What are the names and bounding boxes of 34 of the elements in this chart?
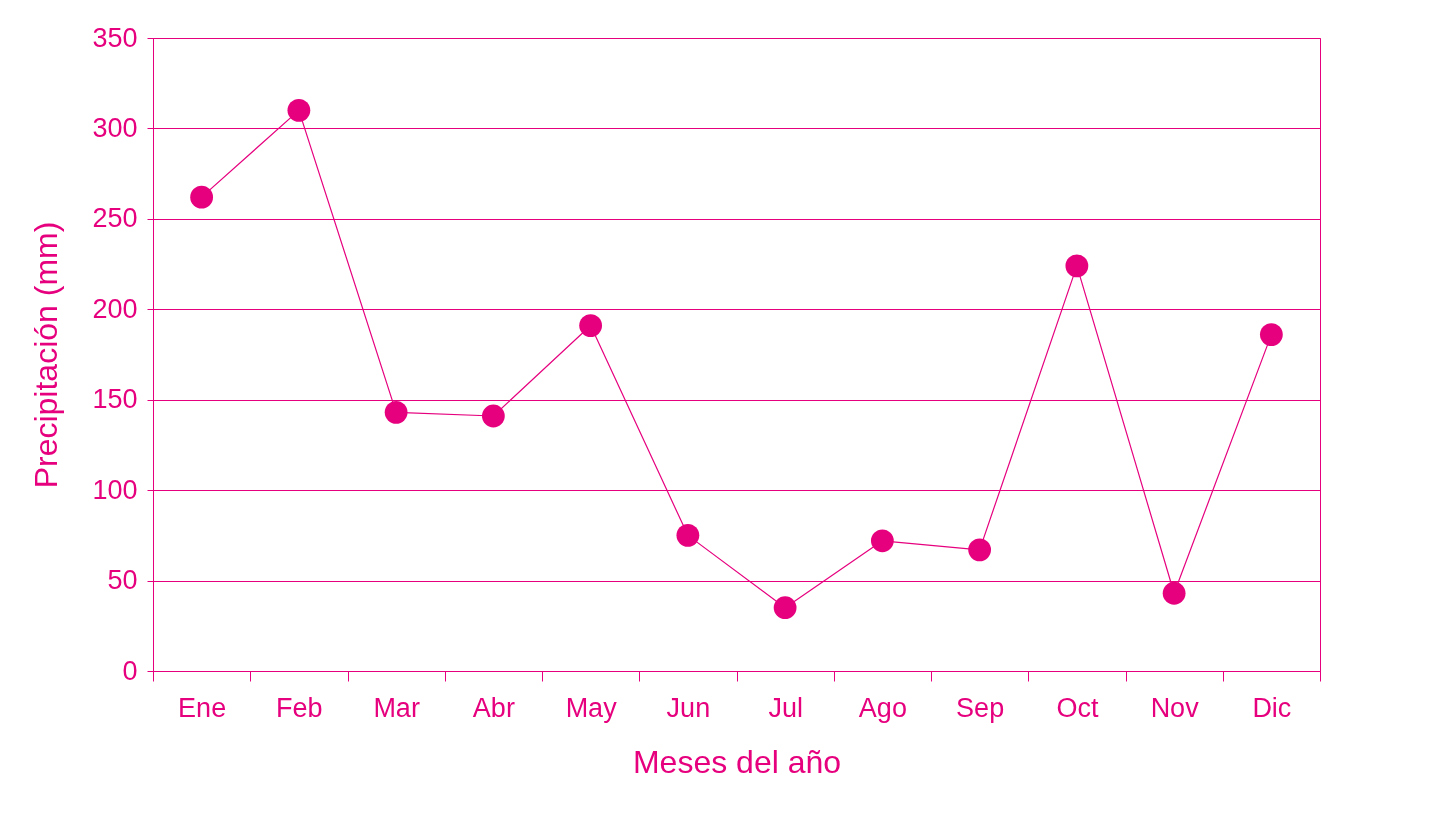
y-tick-label: 150 <box>92 384 138 415</box>
x-tick-label: Sep <box>956 692 1005 723</box>
y-tick-label: 300 <box>92 112 138 143</box>
x-tick-label: May <box>565 692 618 723</box>
y-axis-title: Precipitación (mm) <box>28 221 65 489</box>
point <box>773 596 797 620</box>
point <box>579 314 603 337</box>
x-tick-label: Ene <box>178 692 227 723</box>
point <box>1259 323 1283 346</box>
point <box>384 400 408 424</box>
y-tick-label: 50 <box>107 565 138 596</box>
point <box>676 523 700 547</box>
x-axis-title: Meses del año <box>632 743 842 780</box>
x-tick-label: Jun <box>666 692 711 723</box>
point <box>1065 254 1089 278</box>
point <box>481 404 505 428</box>
x-tick-label: Oct <box>1056 692 1099 723</box>
y-tick-label: 100 <box>92 474 138 505</box>
point <box>968 538 992 562</box>
point <box>190 185 214 209</box>
x-tick-label: Abr <box>472 692 515 723</box>
x-tick-label: Feb <box>276 692 323 723</box>
x-tick-label: Jul <box>768 692 803 723</box>
y-tick-label: 0 <box>122 655 138 686</box>
point <box>870 529 894 553</box>
y-tick-label: 200 <box>92 293 138 324</box>
x-tick-label: Ago <box>858 692 907 723</box>
x-tick-label: Mar <box>373 692 420 723</box>
y-tick-label: 250 <box>92 203 138 234</box>
x-tick-label: Nov <box>1150 692 1200 723</box>
point <box>1162 581 1186 605</box>
x-tick-label: Dic <box>1252 692 1292 723</box>
y-tick-label: 350 <box>92 22 138 53</box>
point <box>287 98 311 122</box>
